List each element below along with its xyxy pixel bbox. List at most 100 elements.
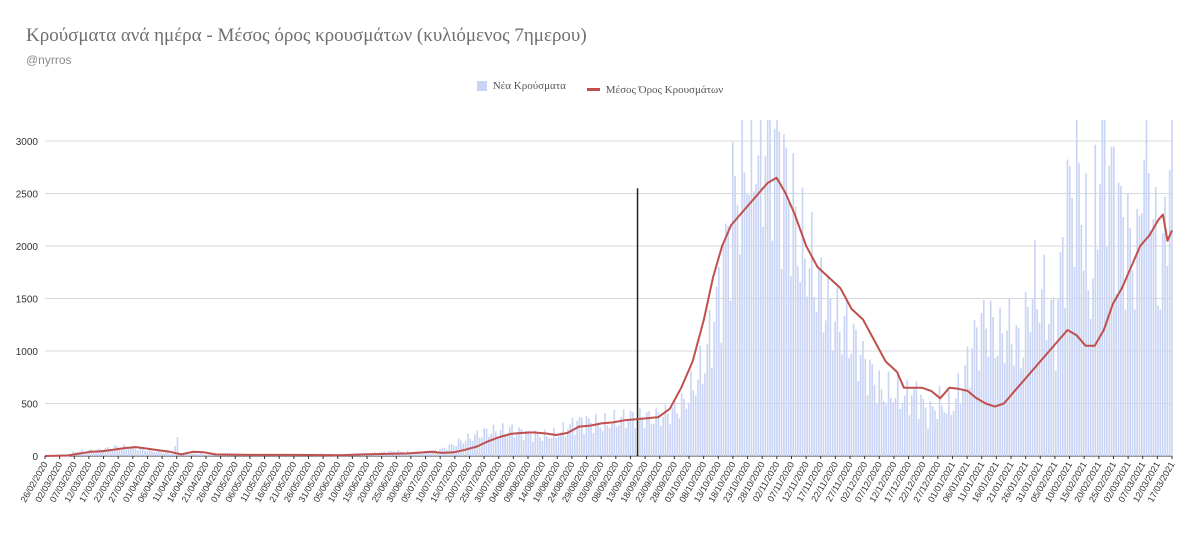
bar	[827, 275, 829, 456]
bar	[1124, 309, 1127, 456]
bar	[511, 424, 513, 456]
bar	[752, 191, 755, 456]
bar	[555, 438, 558, 456]
bar	[755, 184, 757, 456]
bar	[171, 454, 174, 456]
bar	[476, 430, 479, 456]
bar	[532, 441, 534, 456]
bar	[560, 432, 562, 456]
bar	[666, 413, 669, 456]
bar	[690, 370, 692, 456]
bar	[1138, 215, 1141, 456]
bar	[520, 428, 523, 456]
bar	[562, 422, 565, 456]
bar	[1145, 120, 1148, 456]
bar	[127, 448, 130, 456]
bar	[474, 434, 476, 456]
bar	[692, 390, 695, 456]
bar	[715, 286, 718, 456]
bar	[162, 452, 165, 456]
bar	[144, 450, 146, 456]
bar	[1140, 213, 1143, 456]
bar	[1059, 252, 1062, 456]
bar	[1066, 159, 1069, 456]
chart-title: Κρούσματα ανά ημέρα - Μέσος όρος κρουσμά…	[26, 25, 587, 46]
bar	[1068, 166, 1071, 456]
bar	[541, 440, 544, 456]
bar	[1117, 182, 1120, 456]
bar	[729, 300, 732, 456]
y-tick-label: 500	[21, 400, 38, 411]
bar	[1099, 184, 1101, 456]
bar	[206, 454, 209, 456]
bar	[785, 147, 788, 457]
bar	[548, 438, 551, 456]
bar	[169, 454, 172, 456]
y-tick-label: 3000	[16, 137, 39, 148]
bar	[209, 453, 211, 456]
bar	[1159, 309, 1162, 456]
bar	[657, 412, 660, 456]
bar	[936, 419, 939, 456]
bar	[1010, 344, 1013, 456]
bar	[118, 448, 121, 456]
bar	[757, 155, 760, 457]
bar	[1008, 298, 1011, 456]
bar	[999, 307, 1001, 456]
bar	[176, 437, 179, 456]
bar	[1034, 240, 1036, 456]
bar	[915, 381, 918, 456]
bar	[917, 418, 920, 456]
chart-subtitle: @nyrros	[26, 53, 72, 67]
bar	[959, 404, 962, 456]
bar	[1024, 292, 1027, 456]
bar	[869, 359, 871, 456]
bar	[797, 266, 799, 456]
bar	[766, 120, 769, 456]
bar	[743, 172, 746, 456]
bar	[1027, 307, 1029, 456]
bar	[1154, 186, 1157, 456]
bar	[188, 454, 190, 456]
bar	[906, 380, 908, 456]
bar	[841, 354, 843, 456]
bar	[1071, 198, 1073, 456]
bar	[415, 451, 418, 456]
legend-item-line[interactable]: Μέσος Όρος Κρουσμάτων	[586, 84, 723, 96]
bar	[924, 407, 927, 456]
bar	[504, 434, 506, 456]
bar	[908, 415, 911, 456]
bar	[569, 424, 571, 456]
bar	[804, 258, 806, 456]
bar	[941, 405, 943, 456]
bar	[871, 364, 874, 456]
bar	[1057, 299, 1059, 456]
bar	[427, 453, 430, 456]
bar	[896, 373, 899, 456]
bar	[501, 423, 504, 456]
bar	[1029, 332, 1032, 456]
bar	[553, 427, 555, 456]
bar	[625, 428, 627, 456]
bar	[929, 401, 932, 456]
bar	[790, 276, 792, 456]
bar	[497, 436, 499, 456]
bar	[585, 415, 588, 456]
bar	[109, 448, 111, 456]
legend: Νέα Κρούσματα Μέσος Όρος Κρουσμάτων	[0, 80, 1200, 96]
bar	[1115, 293, 1118, 456]
legend-item-bars[interactable]: Νέα Κρούσματα	[476, 80, 566, 92]
bar	[992, 316, 994, 456]
bar	[197, 454, 200, 456]
bar	[771, 240, 774, 456]
bar	[192, 452, 195, 456]
bar	[185, 453, 188, 456]
bar	[834, 321, 836, 456]
bar	[676, 413, 678, 456]
bar	[701, 383, 704, 456]
y-tick-label: 1500	[16, 295, 39, 306]
bar	[213, 454, 216, 456]
bar	[836, 287, 839, 456]
bar	[736, 204, 739, 456]
y-tick-label: 2000	[16, 242, 39, 253]
